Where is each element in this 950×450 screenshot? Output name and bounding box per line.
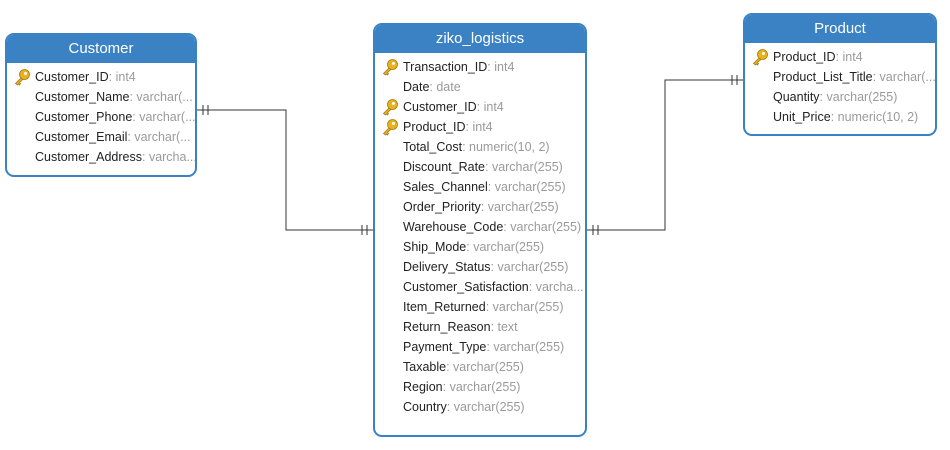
field-row[interactable]: Delivery_Status: varchar(255)	[375, 257, 585, 277]
field-row[interactable]: Customer_Address: varcha...	[7, 147, 195, 167]
field-row[interactable]: Taxable: varchar(255)	[375, 357, 585, 377]
relation-customer-ziko	[197, 109, 373, 231]
field-type: : varchar(255)	[503, 220, 582, 234]
field-type: : varchar(...	[872, 70, 935, 84]
field-name: Customer_ID	[35, 70, 109, 84]
field-type: : int4	[465, 120, 493, 134]
primary-key-icon	[382, 99, 398, 116]
field-list: Transaction_ID: int4 Date: date Customer_I…	[375, 53, 585, 417]
primary-key-icon	[382, 119, 398, 136]
field-name: Delivery_Status	[403, 260, 491, 274]
field-list: Product_ID: int4 Product_List_Title: varc…	[745, 43, 935, 127]
field-name: Warehouse_Code	[403, 220, 504, 234]
entity-title: Product	[745, 15, 935, 43]
field-type: : int4	[476, 100, 504, 114]
field-name: Sales_Channel	[403, 180, 488, 194]
field-row[interactable]: Payment_Type: varchar(255)	[375, 337, 585, 357]
field-row[interactable]: Customer_ID: int4	[375, 97, 585, 117]
field-type: : varcha...	[528, 280, 584, 294]
field-row[interactable]: Unit_Price: numeric(10, 2)	[745, 107, 935, 127]
field-row[interactable]: Sales_Channel: varchar(255)	[375, 177, 585, 197]
entity-ziko-logistics[interactable]: ziko_logistics Transaction_ID: int4 Date:…	[373, 23, 587, 437]
field-row[interactable]: Item_Returned: varchar(255)	[375, 297, 585, 317]
entity-product[interactable]: Product Product_ID: int4 Product_List_Tit…	[743, 13, 937, 136]
field-row[interactable]: Ship_Mode: varchar(255)	[375, 237, 585, 257]
field-type: : int4	[487, 60, 515, 74]
field-name: Item_Returned	[403, 300, 486, 314]
field-row[interactable]: Total_Cost: numeric(10, 2)	[375, 137, 585, 157]
relation-ziko-product	[587, 79, 743, 231]
field-row[interactable]: Order_Priority: varchar(255)	[375, 197, 585, 217]
field-name: Customer_Address	[35, 150, 142, 164]
field-type: : varchar(255)	[446, 400, 525, 414]
field-row[interactable]: Product_ID: int4	[745, 47, 935, 67]
field-row[interactable]: Customer_Phone: varchar(...	[7, 107, 195, 127]
entity-title: Customer	[7, 35, 195, 63]
field-row[interactable]: Country: varchar(255)	[375, 397, 585, 417]
field-name: Customer_Email	[35, 130, 128, 144]
field-row[interactable]: Date: date	[375, 77, 585, 97]
primary-key-icon	[14, 69, 30, 86]
field-name: Region	[403, 380, 443, 394]
field-name: Customer_ID	[403, 100, 477, 114]
field-name: Total_Cost	[403, 140, 463, 154]
field-type: : numeric(10, 2)	[462, 140, 550, 154]
field-row[interactable]: Customer_Email: varchar(...	[7, 127, 195, 147]
field-type: : varchar(...	[127, 130, 191, 144]
field-type: : int4	[108, 70, 136, 84]
field-type: : varchar(255)	[487, 180, 566, 194]
field-type: : varchar(255)	[466, 240, 545, 254]
field-type: : varchar(255)	[480, 200, 559, 214]
field-name: Product_ID	[773, 50, 836, 64]
entity-customer[interactable]: Customer Customer_ID: int4 Customer_Name:…	[5, 33, 197, 177]
field-row[interactable]: Quantity: varchar(255)	[745, 87, 935, 107]
entity-title: ziko_logistics	[375, 25, 585, 53]
field-row[interactable]: Return_Reason: text	[375, 317, 585, 337]
field-name: Ship_Mode	[403, 240, 467, 254]
field-row[interactable]: Region: varchar(255)	[375, 377, 585, 397]
field-type: : varchar(255)	[485, 160, 563, 174]
field-name: Unit_Price	[773, 110, 831, 124]
field-name: Product_List_Title	[773, 70, 873, 84]
field-type: : varchar(255)	[490, 260, 569, 274]
field-list: Customer_ID: int4 Customer_Name: varchar(…	[7, 63, 195, 167]
field-row[interactable]: Discount_Rate: varchar(255)	[375, 157, 585, 177]
field-name: Date	[403, 80, 430, 94]
field-type: : numeric(10, 2)	[830, 110, 919, 124]
field-row[interactable]: Product_ID: int4	[375, 117, 585, 137]
field-name: Order_Priority	[403, 200, 481, 214]
field-name: Customer_Satisfaction	[403, 280, 529, 294]
field-name: Taxable	[403, 360, 447, 374]
field-type: : varchar(255)	[446, 360, 524, 374]
field-type: : date	[429, 80, 461, 94]
field-row[interactable]: Customer_Satisfaction: varcha...	[375, 277, 585, 297]
field-name: Quantity	[773, 90, 820, 104]
field-name: Customer_Phone	[35, 110, 133, 124]
field-type: : varchar(...	[129, 90, 193, 104]
field-row[interactable]: Customer_ID: int4	[7, 67, 195, 87]
field-type: : text	[490, 320, 518, 334]
field-type: : varchar(255)	[486, 340, 565, 354]
field-row[interactable]: Transaction_ID: int4	[375, 57, 585, 77]
field-row[interactable]: Warehouse_Code: varchar(255)	[375, 217, 585, 237]
field-type: : varcha...	[142, 150, 195, 164]
field-name: Product_ID	[403, 120, 466, 134]
field-name: Country	[403, 400, 447, 414]
field-type: : varchar(255)	[442, 380, 521, 394]
field-name: Return_Reason	[403, 320, 491, 334]
field-type: : int4	[835, 50, 863, 64]
field-name: Customer_Name	[35, 90, 130, 104]
field-type: : varchar(255)	[819, 90, 898, 104]
field-type: : varchar(...	[132, 110, 195, 124]
primary-key-icon	[382, 59, 398, 76]
field-name: Discount_Rate	[403, 160, 485, 174]
field-row[interactable]: Customer_Name: varchar(...	[7, 87, 195, 107]
primary-key-icon	[752, 49, 768, 66]
field-name: Transaction_ID	[403, 60, 488, 74]
field-row[interactable]: Product_List_Title: varchar(...	[745, 67, 935, 87]
field-name: Payment_Type	[403, 340, 487, 354]
field-type: : varchar(255)	[485, 300, 564, 314]
